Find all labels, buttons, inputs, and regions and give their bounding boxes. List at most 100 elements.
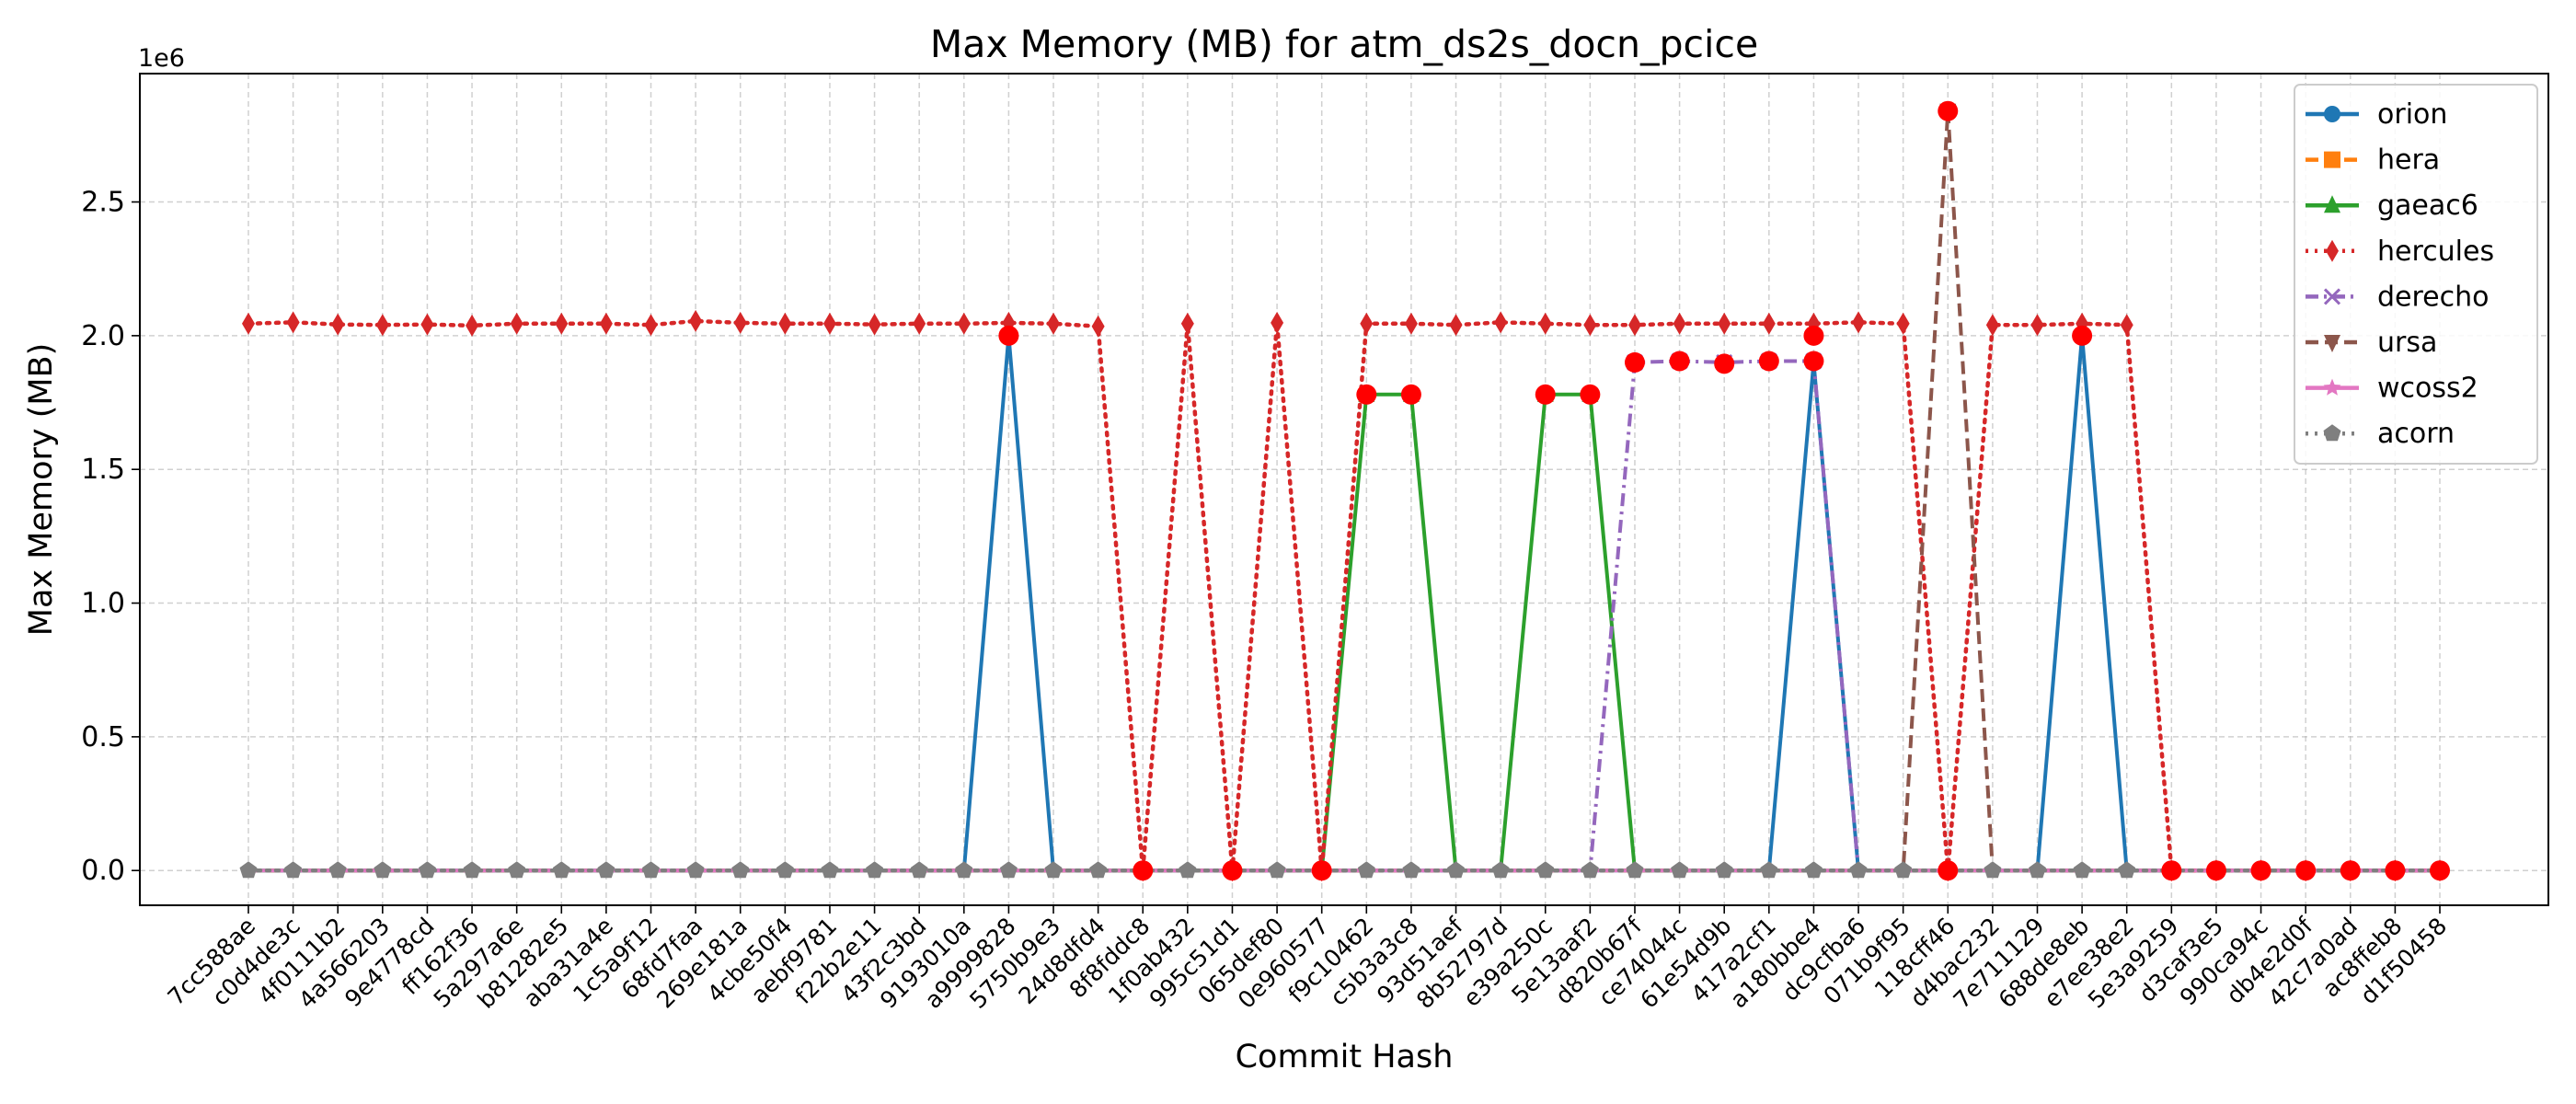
- legend-item-hera: hera: [2306, 144, 2440, 177]
- highlight-point: [2430, 860, 2450, 881]
- legend-label-derecho: derecho: [2377, 281, 2490, 313]
- point-acorn: [1626, 861, 1644, 879]
- legend-marker-acorn: [2323, 424, 2341, 442]
- point-acorn: [1804, 861, 1823, 879]
- legend-label-orion: orion: [2377, 98, 2447, 131]
- point-acorn: [731, 861, 750, 879]
- point-hercules: [1271, 311, 1284, 334]
- point-acorn: [597, 861, 615, 879]
- legend-label-gaeac6: gaeac6: [2377, 190, 2478, 222]
- point-acorn: [1715, 861, 1733, 879]
- point-hercules: [1718, 312, 1731, 335]
- highlight-point: [1133, 860, 1154, 881]
- point-hercules: [510, 312, 523, 335]
- point-hercules: [2120, 314, 2133, 337]
- highlight-point: [1803, 325, 1824, 346]
- highlight-point: [2072, 325, 2093, 346]
- legend-items: orion hera gaeac6 hercules derecho ursa wcoss2…: [2306, 98, 2494, 450]
- point-hercules: [1180, 312, 1194, 335]
- legend-label-wcoss2: wcoss2: [2377, 373, 2478, 405]
- point-acorn: [1044, 861, 1063, 879]
- point-acorn: [1491, 861, 1510, 879]
- point-hercules: [555, 312, 569, 335]
- point-acorn: [284, 861, 303, 879]
- point-acorn: [1357, 861, 1375, 879]
- legend-item-acorn: acorn: [2306, 418, 2455, 450]
- legend-marker-ursa: [2324, 335, 2340, 352]
- point-hercules: [286, 311, 300, 334]
- point-hercules: [331, 313, 345, 336]
- highlight-point: [1535, 384, 1556, 405]
- legend-label-acorn: acorn: [2377, 418, 2455, 450]
- point-acorn: [1402, 861, 1420, 879]
- point-hercules: [466, 314, 479, 337]
- grid-layer: [140, 74, 2548, 905]
- point-hercules: [599, 312, 613, 335]
- point-hercules: [1091, 315, 1105, 338]
- point-acorn: [2073, 861, 2091, 879]
- legend-marker-gaeac6: [2324, 195, 2340, 213]
- y-tick-label: 1.5: [81, 454, 125, 486]
- y-tick-label: 0.5: [81, 721, 125, 753]
- highlight-point: [998, 325, 1019, 346]
- plot-frame: [139, 73, 2549, 906]
- point-acorn: [508, 861, 526, 879]
- legend-item-ursa: ursa: [2306, 327, 2437, 359]
- highlight-point: [1758, 351, 1779, 372]
- point-hercules: [957, 312, 971, 335]
- point-hercules: [1404, 312, 1418, 335]
- highlight-point: [2250, 860, 2271, 881]
- point-hercules: [1494, 311, 1508, 334]
- highlight-point: [1222, 860, 1243, 881]
- point-acorn: [1089, 861, 1108, 879]
- highlight-point: [1624, 351, 1645, 373]
- highlight-point: [1311, 860, 1332, 881]
- highlight-point: [1803, 351, 1824, 372]
- chart-title: Max Memory (MB) for atm_ds2s_docn_pcice: [930, 22, 1758, 66]
- legend-label-hercules: hercules: [2377, 236, 2494, 268]
- point-acorn: [1760, 861, 1778, 879]
- y-offset-label: 1e6: [138, 44, 185, 73]
- point-acorn: [1268, 861, 1286, 879]
- legend-marker-hercules: [2326, 239, 2339, 262]
- x-axis-label: Commit Hash: [1236, 1039, 1454, 1075]
- y-tick-label: 2.0: [81, 320, 125, 352]
- point-acorn: [686, 861, 705, 879]
- y-tick-label: 0.0: [81, 855, 125, 887]
- point-hercules: [644, 314, 658, 337]
- legend-item-wcoss2: wcoss2: [2306, 373, 2478, 405]
- point-hercules: [1047, 312, 1061, 335]
- highlight-point: [1669, 351, 1690, 372]
- highlight-point: [2205, 860, 2226, 881]
- legend-item-derecho: derecho: [2306, 281, 2490, 313]
- point-acorn: [1894, 861, 1913, 879]
- legend: orion hera gaeac6 hercules derecho ursa wcoss2…: [2294, 84, 2538, 465]
- highlight-point: [1356, 384, 1377, 405]
- y-axis-label: Max Memory (MB): [23, 343, 60, 636]
- point-hercules: [1449, 314, 1463, 337]
- highlight-point: [2161, 860, 2182, 881]
- point-hercules: [733, 311, 747, 334]
- highlight-layer: [998, 100, 2450, 881]
- point-acorn: [642, 861, 660, 879]
- point-hercules: [375, 314, 389, 337]
- point-hercules: [822, 312, 836, 335]
- point-acorn: [776, 861, 794, 879]
- point-acorn: [1536, 861, 1555, 879]
- point-hercules: [913, 312, 926, 335]
- legend-marker-derecho: [2323, 288, 2341, 305]
- point-acorn: [999, 861, 1018, 879]
- point-hercules: [2030, 314, 2044, 337]
- legend-label-hera: hera: [2377, 144, 2440, 177]
- point-hercules: [1762, 312, 1776, 335]
- point-acorn: [1581, 861, 1599, 879]
- highlight-point: [1938, 100, 1959, 121]
- point-acorn: [239, 861, 258, 879]
- point-hercules: [1360, 312, 1374, 335]
- point-acorn: [821, 861, 839, 879]
- point-hercules: [1673, 312, 1686, 335]
- point-acorn: [552, 861, 570, 879]
- highlight-point: [1714, 353, 1735, 374]
